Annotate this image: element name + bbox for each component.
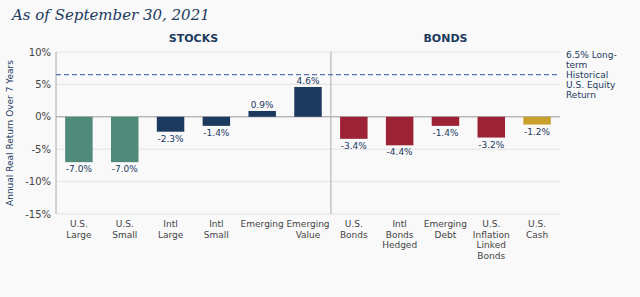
x-tick-label: U.S.Large (66, 219, 92, 240)
divider (330, 52, 331, 214)
x-tick-label: IntlLarge (158, 219, 184, 240)
data-label: -3.2% (478, 140, 505, 150)
y-tick-label: -10% (25, 176, 51, 187)
data-label: -7.0% (66, 164, 93, 174)
bar (203, 117, 230, 126)
grid-line (56, 181, 560, 182)
grid-line (56, 52, 560, 53)
data-label: -1.4% (203, 128, 230, 138)
y-tick-label: -5% (32, 144, 51, 155)
x-tick-label: EmergingValue (286, 219, 329, 240)
bar (478, 117, 505, 138)
bar (248, 111, 275, 117)
x-tick-label: IntlBondsHedged (382, 219, 417, 250)
data-label: 4.6% (297, 76, 320, 86)
x-tick-label: EmergingDebt (424, 219, 467, 240)
bar (432, 117, 459, 126)
bar (340, 117, 367, 139)
bar (523, 117, 550, 125)
bar (157, 117, 184, 132)
x-tick-label: U.S.Small (112, 219, 137, 240)
bar (111, 117, 138, 162)
data-label: -2.3% (157, 134, 184, 144)
y-tick-label: 0% (35, 111, 51, 122)
data-label: 0.9% (251, 100, 274, 110)
x-tick-label: U.S.Cash (526, 219, 548, 240)
section-label: STOCKS (169, 32, 218, 45)
x-tick-label: IntlSmall (204, 219, 229, 240)
y-tick-label: -15% (25, 209, 51, 220)
bar (386, 117, 413, 146)
x-tick-label: U.S.InflationLinkedBonds (473, 219, 510, 261)
reference-label: 6.5% Long-termHistoricalU.S. EquityRetur… (566, 50, 617, 100)
x-tick-label: U.S.Bonds (340, 219, 368, 240)
bar (294, 87, 321, 117)
title: As of September 30, 2021 (10, 6, 210, 24)
y-axis-line (56, 52, 57, 214)
x-tick-label: Emerging (241, 219, 284, 229)
data-label: -3.4% (341, 141, 368, 151)
section-label: BONDS (423, 32, 467, 45)
bar (65, 117, 92, 162)
chart: As of September 30, 2021 -15% -10% -5% 0% 5% 1… (0, 0, 640, 297)
bars (56, 75, 560, 162)
data-label: -7.0% (112, 164, 139, 174)
y-tick-label: 5% (35, 79, 51, 90)
data-label: -1.4% (432, 128, 459, 138)
y-axis-label: Annual Real Return Over 7 Years (5, 60, 15, 206)
data-label: -4.4% (387, 147, 414, 157)
y-tick-label: 10% (29, 47, 51, 58)
data-label: -1.2% (524, 127, 551, 137)
grid-line (56, 214, 560, 215)
